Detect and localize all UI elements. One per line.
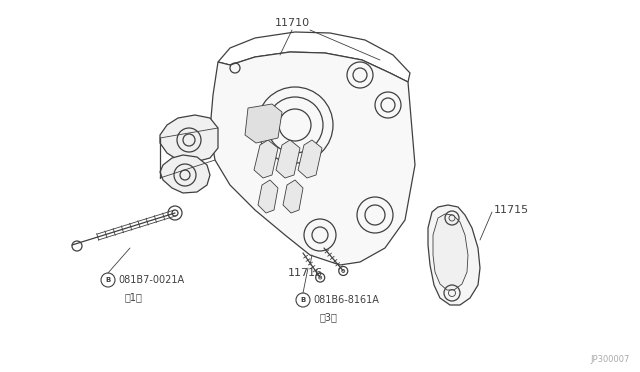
Text: 11716: 11716 [287,268,323,278]
Text: （1）: （1） [125,292,143,302]
Polygon shape [298,140,322,178]
Polygon shape [258,180,278,213]
Polygon shape [433,214,468,290]
Polygon shape [283,180,303,213]
Text: 11715: 11715 [494,205,529,215]
Polygon shape [160,155,210,193]
Polygon shape [245,104,282,143]
Text: B: B [300,297,306,303]
Polygon shape [254,140,278,178]
Text: 11710: 11710 [275,18,310,28]
Text: JP300007: JP300007 [591,355,630,364]
Text: 081B7-0021A: 081B7-0021A [118,275,184,285]
Text: B: B [106,277,111,283]
Polygon shape [160,115,218,162]
Polygon shape [428,205,480,305]
Polygon shape [210,52,415,265]
Polygon shape [276,140,300,178]
Text: 081B6-8161A: 081B6-8161A [313,295,379,305]
Text: （3）: （3） [320,312,338,322]
